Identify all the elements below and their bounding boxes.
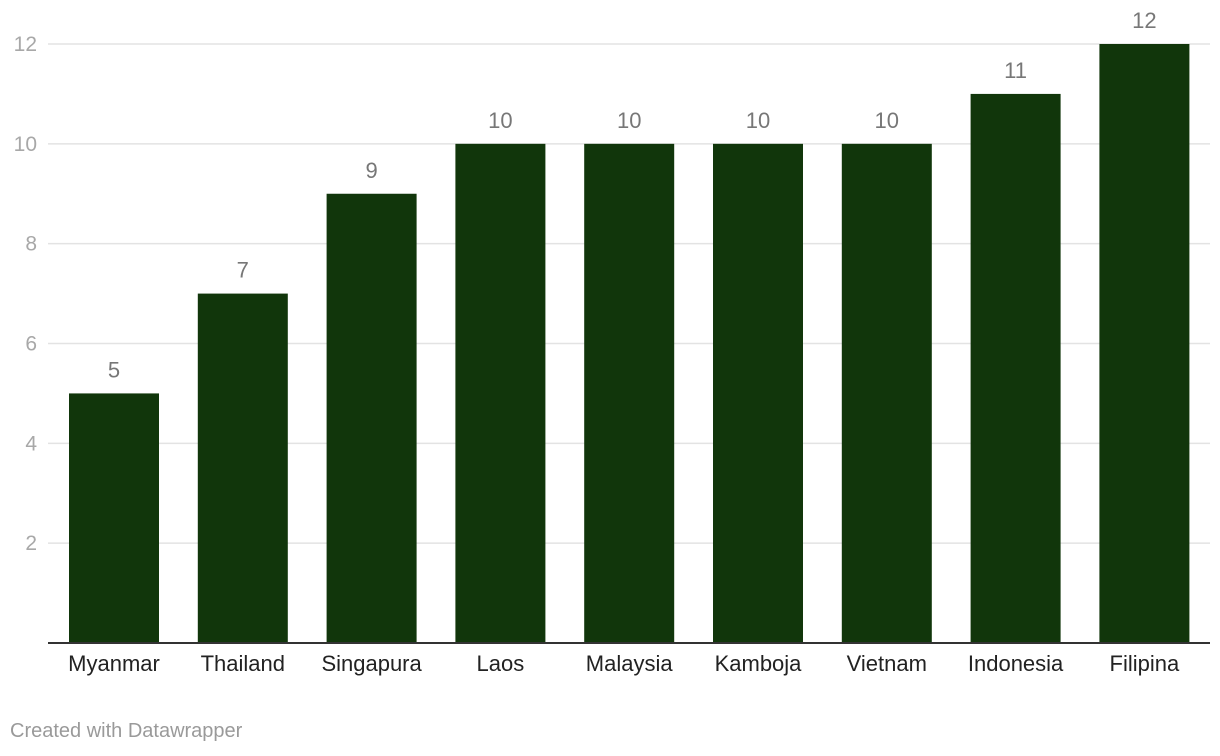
bar-value-label: 7 — [237, 258, 249, 283]
y-tick-label: 12 — [14, 33, 37, 56]
x-category-label: Kamboja — [715, 651, 803, 676]
bar-value-label: 9 — [365, 158, 377, 183]
x-category-label: Thailand — [201, 651, 285, 676]
bar-chart: 2 4 6 8 10 12 5 Myanmar 7 Thailand 9 Singapura 10 Lao… — [14, 8, 1210, 676]
bar-value-label: 5 — [108, 357, 120, 382]
bar[interactable] — [326, 193, 417, 643]
y-tick-label: 4 — [25, 432, 37, 455]
bar-value-label: 10 — [617, 108, 641, 133]
y-tick-label: 6 — [25, 333, 37, 356]
bar-value-label: 10 — [746, 108, 770, 133]
x-category-label: Malaysia — [586, 651, 674, 676]
x-category-label: Vietnam — [847, 651, 927, 676]
bar-value-label: 10 — [875, 108, 899, 133]
y-tick-label: 10 — [14, 133, 37, 156]
x-category-label: Singapura — [321, 651, 422, 676]
x-category-label: Myanmar — [68, 651, 160, 676]
bar[interactable] — [455, 143, 546, 644]
bar[interactable] — [713, 143, 803, 644]
bar-value-label: 11 — [1004, 58, 1027, 83]
bar[interactable] — [841, 143, 932, 644]
x-category-label: Indonesia — [968, 651, 1064, 676]
y-tick-label: 8 — [25, 233, 37, 256]
bar[interactable] — [970, 93, 1061, 643]
y-tick-label: 2 — [25, 532, 37, 555]
bar[interactable] — [1099, 44, 1190, 643]
chart-svg: 2 4 6 8 10 12 5 Myanmar 7 Thailand 9 Singapura 10 Lao… — [14, 8, 1210, 676]
x-category-label: Filipina — [1110, 651, 1180, 676]
bar-value-label: 12 — [1132, 8, 1156, 33]
x-category-label: Laos — [477, 651, 525, 676]
bar-value-label: 10 — [488, 108, 512, 133]
footer-credit[interactable]: Created with Datawrapper — [10, 720, 243, 742]
bar[interactable] — [197, 293, 288, 643]
bar[interactable] — [69, 393, 159, 643]
bar[interactable] — [584, 143, 675, 644]
